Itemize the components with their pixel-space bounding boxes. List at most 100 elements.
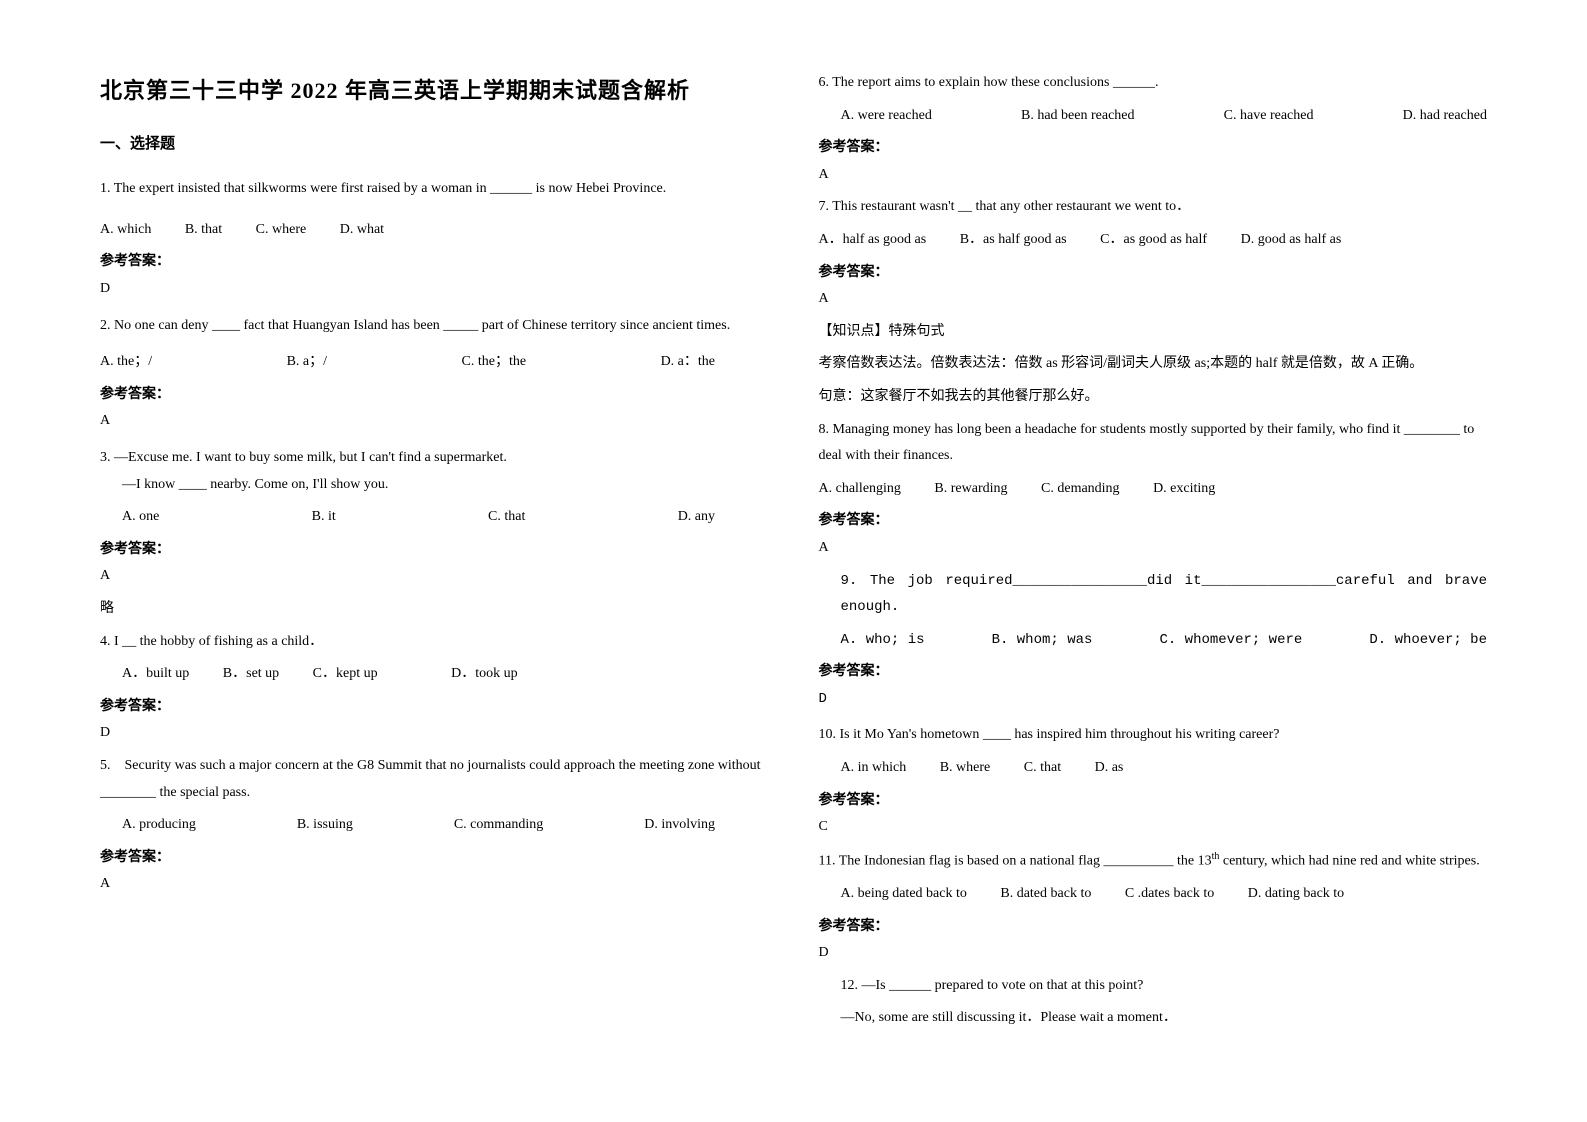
q8-opt-b: B. rewarding (934, 481, 1007, 496)
q10-answer: C (819, 814, 1488, 841)
question-3: 3. —Excuse me. I want to buy some milk, … (100, 445, 769, 498)
q4-opt-d: D．took up (451, 666, 518, 681)
q1-opt-a: A. which (100, 222, 151, 237)
q2-text: 2. No one can deny ____ fact that Huangy… (100, 313, 769, 340)
q3-note: 略 (100, 596, 769, 623)
q2-opt-c: C. the；the (462, 349, 527, 376)
question-9: 9. The job required________________did i… (819, 568, 1488, 621)
q9-opt-d: D. whoever; be (1369, 627, 1487, 654)
q9-answer: D (819, 686, 1488, 713)
q11-options: A. being dated back to B. dated back to … (819, 881, 1488, 908)
q3-line1: 3. —Excuse me. I want to buy some milk, … (100, 445, 769, 472)
question-7: 7. This restaurant wasn't __ that any ot… (819, 194, 1488, 221)
q8-opt-d: D. exciting (1153, 481, 1215, 496)
q7-explanation-1: 考察倍数表达法。倍数表达法：倍数 as 形容词/副词夫人原级 as;本题的 ha… (819, 351, 1488, 378)
q8-text: 8. Managing money has long been a headac… (819, 417, 1488, 470)
section-heading: 一、选择题 (100, 130, 769, 159)
q6-opt-d: D. had reached (1403, 103, 1487, 130)
q9-text: 9. The job required________________did i… (841, 568, 1488, 621)
question-8: 8. Managing money has long been a headac… (819, 417, 1488, 470)
q7-explanation-2: 句意：这家餐厅不如我去的其他餐厅那么好。 (819, 384, 1488, 411)
question-2: 2. No one can deny ____ fact that Huangy… (100, 313, 769, 340)
q11-answer-label: 参考答案： (819, 914, 1488, 941)
q9-options: A. who; is B. whom; was C. whomever; wer… (819, 627, 1488, 654)
q2-answer-label: 参考答案： (100, 382, 769, 409)
q11-text-part1: 11. The Indonesian flag is based on a na… (819, 854, 1212, 869)
q4-text: 4. I __ the hobby of fishing as a child． (100, 629, 769, 656)
q7-text: 7. This restaurant wasn't __ that any ot… (819, 194, 1488, 221)
q1-answer-label: 参考答案： (100, 249, 769, 276)
q1-opt-d: D. what (340, 222, 384, 237)
q11-opt-c: C .dates back to (1125, 886, 1214, 901)
q8-opt-a: A. challenging (819, 481, 901, 496)
q8-answer: A (819, 535, 1488, 562)
q3-options: A. one B. it C. that D. any (100, 504, 715, 531)
q5-text: 5. Security was such a major concern at … (100, 753, 769, 806)
q10-opt-d: D. as (1095, 760, 1124, 775)
q3-opt-a: A. one (122, 504, 159, 531)
q1-opt-c: C. where (256, 222, 307, 237)
page-container: 北京第三十三中学 2022 年高三英语上学期期末试题含解析 一、选择题 1. T… (100, 70, 1487, 1038)
q5-opt-a: A. producing (122, 812, 196, 839)
q12-line1: 12. —Is ______ prepared to vote on that … (841, 973, 1488, 1000)
q3-answer-label: 参考答案： (100, 537, 769, 564)
q7-options: A．half as good as B．as half good as C．as… (819, 227, 1488, 254)
q6-opt-b: B. had been reached (1021, 103, 1135, 130)
q1-opt-b: B. that (185, 222, 222, 237)
q2-opt-d: D. a：the (661, 349, 715, 376)
q12-line2: —No, some are still discussing it．Please… (841, 1005, 1488, 1032)
q5-answer-label: 参考答案： (100, 845, 769, 872)
q7-answer: A (819, 286, 1488, 313)
question-1: 1. The expert insisted that silkworms we… (100, 176, 769, 203)
q9-opt-b: B. whom; was (992, 627, 1093, 654)
q11-answer: D (819, 940, 1488, 967)
q4-opt-b: B．set up (223, 666, 279, 681)
q5-answer: A (100, 871, 769, 898)
q2-answer: A (100, 408, 769, 435)
q5-opt-d: D. involving (644, 812, 715, 839)
q4-opt-c: C．kept up (313, 666, 378, 681)
q3-opt-d: D. any (678, 504, 715, 531)
q10-opt-c: C. that (1024, 760, 1061, 775)
q4-answer-label: 参考答案： (100, 694, 769, 721)
q11-text-part2: century, which had nine red and white st… (1219, 854, 1479, 869)
q6-opt-a: A. were reached (841, 103, 932, 130)
q3-opt-c: C. that (488, 504, 525, 531)
q4-answer: D (100, 720, 769, 747)
q11-opt-d: D. dating back to (1248, 886, 1344, 901)
q3-opt-b: B. it (312, 504, 336, 531)
q11-opt-a: A. being dated back to (841, 886, 967, 901)
question-4: 4. I __ the hobby of fishing as a child． (100, 629, 769, 656)
q7-opt-c: C．as good as half (1100, 232, 1207, 247)
q8-answer-label: 参考答案： (819, 508, 1488, 535)
left-column: 北京第三十三中学 2022 年高三英语上学期期末试题含解析 一、选择题 1. T… (100, 70, 769, 1038)
q4-opt-a: A．built up (122, 666, 189, 681)
q7-opt-a: A．half as good as (819, 232, 927, 247)
q6-opt-c: C. have reached (1224, 103, 1314, 130)
q3-line2: —I know ____ nearby. Come on, I'll show … (100, 472, 769, 499)
q2-options: A. the；/ B. a；/ C. the；the D. a：the (100, 349, 715, 376)
q5-options: A. producing B. issuing C. commanding D.… (100, 812, 715, 839)
q6-text: 6. The report aims to explain how these … (819, 70, 1488, 97)
right-column: 6. The report aims to explain how these … (819, 70, 1488, 1038)
q2-opt-a: A. the；/ (100, 349, 152, 376)
q10-opt-a: A. in which (841, 760, 907, 775)
question-11: 11. The Indonesian flag is based on a na… (819, 847, 1488, 875)
document-title: 北京第三十三中学 2022 年高三英语上学期期末试题含解析 (100, 70, 769, 112)
q6-answer-label: 参考答案： (819, 135, 1488, 162)
q7-knowledge-point: 【知识点】特殊句式 (819, 319, 1488, 346)
q7-answer-label: 参考答案： (819, 260, 1488, 287)
q9-opt-c: C. whomever; were (1159, 627, 1302, 654)
q6-answer: A (819, 162, 1488, 189)
question-10: 10. Is it Mo Yan's hometown ____ has ins… (819, 722, 1488, 749)
q10-answer-label: 参考答案： (819, 788, 1488, 815)
q1-options: A. which B. that C. where D. what (100, 217, 769, 244)
q3-answer: A (100, 563, 769, 590)
q10-opt-b: B. where (940, 760, 991, 775)
q9-opt-a: A. who; is (841, 627, 925, 654)
question-12: 12. —Is ______ prepared to vote on that … (819, 973, 1488, 1032)
q6-options: A. were reached B. had been reached C. h… (819, 103, 1488, 130)
q8-opt-c: C. demanding (1041, 481, 1120, 496)
question-5: 5. Security was such a major concern at … (100, 753, 769, 806)
q1-answer: D (100, 276, 769, 303)
